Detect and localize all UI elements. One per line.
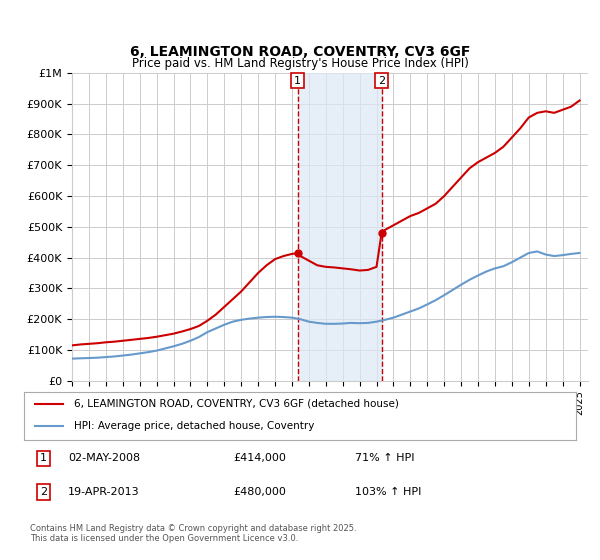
Text: 2: 2 xyxy=(378,76,385,86)
Text: £480,000: £480,000 xyxy=(234,487,287,497)
Point xyxy=(377,228,386,237)
Text: Price paid vs. HM Land Registry's House Price Index (HPI): Price paid vs. HM Land Registry's House … xyxy=(131,57,469,70)
Text: 1: 1 xyxy=(294,76,301,86)
Text: 103% ↑ HPI: 103% ↑ HPI xyxy=(355,487,422,497)
Text: 6, LEAMINGTON ROAD, COVENTRY, CV3 6GF (detached house): 6, LEAMINGTON ROAD, COVENTRY, CV3 6GF (d… xyxy=(74,399,398,409)
Text: 71% ↑ HPI: 71% ↑ HPI xyxy=(355,454,415,464)
Text: HPI: Average price, detached house, Coventry: HPI: Average price, detached house, Cove… xyxy=(74,421,314,431)
Bar xyxy=(298,73,382,381)
Text: 2: 2 xyxy=(40,487,47,497)
Text: £414,000: £414,000 xyxy=(234,454,287,464)
Text: 19-APR-2013: 19-APR-2013 xyxy=(68,487,140,497)
Text: 6, LEAMINGTON ROAD, COVENTRY, CV3 6GF: 6, LEAMINGTON ROAD, COVENTRY, CV3 6GF xyxy=(130,45,470,59)
Point xyxy=(293,249,302,258)
Text: 02-MAY-2008: 02-MAY-2008 xyxy=(68,454,140,464)
Text: Contains HM Land Registry data © Crown copyright and database right 2025.
This d: Contains HM Land Registry data © Crown c… xyxy=(30,524,356,543)
Text: 1: 1 xyxy=(40,454,47,464)
